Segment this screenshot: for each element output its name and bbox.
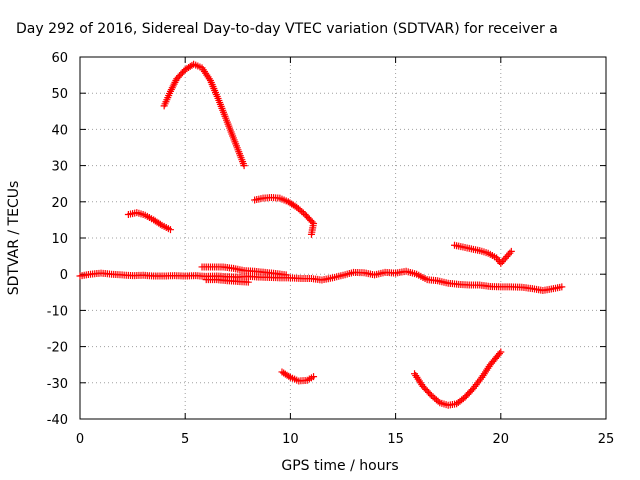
data-point [504,251,512,259]
data-point [501,254,509,262]
x-tick-label: 25 [598,432,615,447]
data-points [76,60,566,409]
y-tick-label: 0 [60,268,68,283]
plot-frame [79,56,607,420]
x-tick-label: 5 [181,432,189,447]
y-tick-label: 20 [51,196,68,211]
y-tick-label: 10 [51,232,68,247]
y-axis-label: SDTVAR / TECUs [6,181,22,296]
data-point [299,209,307,217]
chart-title: Day 292 of 2016, Sidereal Day-to-day VTE… [16,21,558,37]
data-point [156,220,164,228]
data-point [307,230,315,238]
y-tick-label: 30 [51,160,68,175]
data-point [285,372,293,380]
y-tick-label: -20 [47,341,68,356]
x-tick-label: 0 [76,432,84,447]
data-point [506,249,514,257]
x-tick-label: 15 [387,432,404,447]
x-axis-label: GPS time / hours [281,458,398,474]
data-point [426,390,434,398]
x-tick-label: 20 [493,432,510,447]
data-point [497,348,505,356]
y-tick-label: -30 [47,377,68,392]
data-point [507,247,515,255]
y-tick-label: 50 [51,87,68,102]
axis-ticks: 0 5 10 15 20 25 -40 -30 -20 -10 0 10 20 30 40 50 60 [47,51,615,447]
data-point [500,256,508,264]
data-point [558,283,566,291]
data-point [497,259,505,267]
data-point [308,218,316,226]
data-point [498,258,506,266]
y-tick-label: 60 [51,51,68,66]
y-tick-label: 40 [51,123,68,138]
data-point [244,278,252,286]
data-point [282,271,290,279]
data-point [503,253,511,261]
data-point [310,373,318,381]
y-tick-label: -10 [47,304,68,319]
data-point [166,226,174,234]
x-tick-label: 10 [282,432,299,447]
data-point [240,162,248,170]
data-point [434,397,442,405]
data-point [495,350,503,358]
grid-lines [80,57,606,419]
y-tick-label: -40 [47,413,68,428]
